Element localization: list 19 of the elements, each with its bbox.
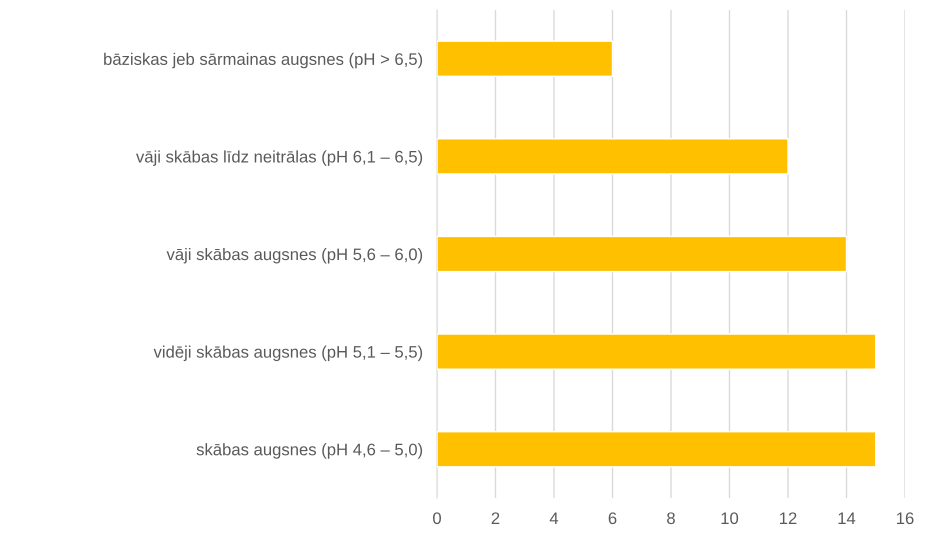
- bar: [437, 138, 789, 175]
- y-tick-label: vidēji skābas augsnes (pH 5,1 – 5,5): [154, 346, 422, 362]
- x-tick-label: 12: [780, 512, 796, 524]
- bar: [437, 333, 876, 370]
- x-tick-label: 10: [722, 512, 738, 524]
- y-tick-label: bāziskas jeb sārmainas augsnes (pH > 6,5): [104, 52, 422, 68]
- x-tick-label: 4: [550, 512, 558, 524]
- x-tick-label: 14: [838, 512, 856, 524]
- y-tick-label: vāji skābas līdz neitrālas (pH 6,1 – 6,5): [136, 150, 422, 166]
- x-tick-label: 16: [897, 512, 914, 524]
- x-tick-label: 8: [667, 512, 675, 524]
- x-tick-label: 0: [433, 512, 441, 524]
- x-tick-label: 2: [492, 512, 500, 524]
- x-tick-label: 6: [608, 512, 616, 524]
- y-tick-label: vāji skābas augsnes (pH 5,6 – 6,0): [166, 248, 422, 264]
- y-tick-label: skābas augsnes (pH 4,6 – 5,0): [196, 443, 422, 459]
- bar: [437, 430, 876, 468]
- bar: [437, 40, 614, 78]
- bar: [437, 236, 848, 272]
